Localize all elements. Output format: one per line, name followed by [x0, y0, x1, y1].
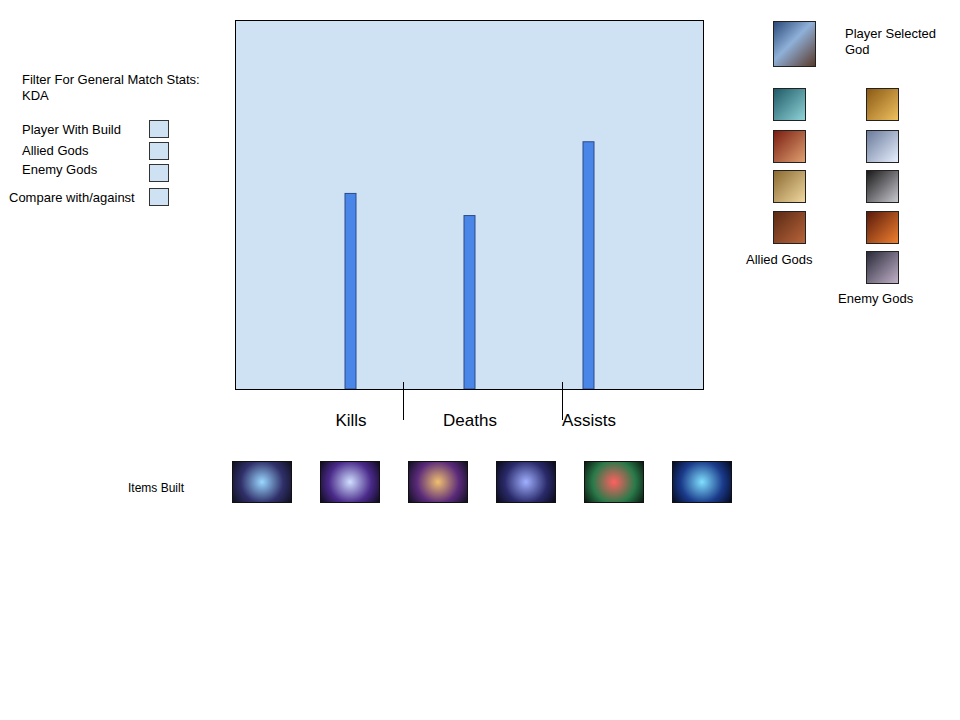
- html-text:Enemy Gods: Enemy Gods: [838, 291, 914, 306]
- html-text:Enemy Gods: Enemy Gods: [22, 162, 98, 177]
- svg-text:Deaths: Deaths: [443, 411, 497, 430]
- html-text:Allied Gods: Allied Gods: [22, 143, 89, 158]
- svg-text:Assists: Assists: [562, 411, 616, 430]
- html-text:Player Selected God: Player Selected God: [845, 26, 937, 57]
- html-text:Compare with/against: Compare with/against: [9, 190, 135, 205]
- html-text:Player With Build: Player With Build: [22, 122, 121, 137]
- html-text:Filter For General Match Stats: Filter For General Match Stats:: [22, 72, 200, 87]
- html-text:KDA: KDA: [22, 88, 49, 103]
- html-text:Items Built: Items Built: [128, 481, 184, 495]
- html-text:Allied Gods: Allied Gods: [746, 252, 813, 267]
- svg-text:Kills: Kills: [335, 411, 366, 430]
